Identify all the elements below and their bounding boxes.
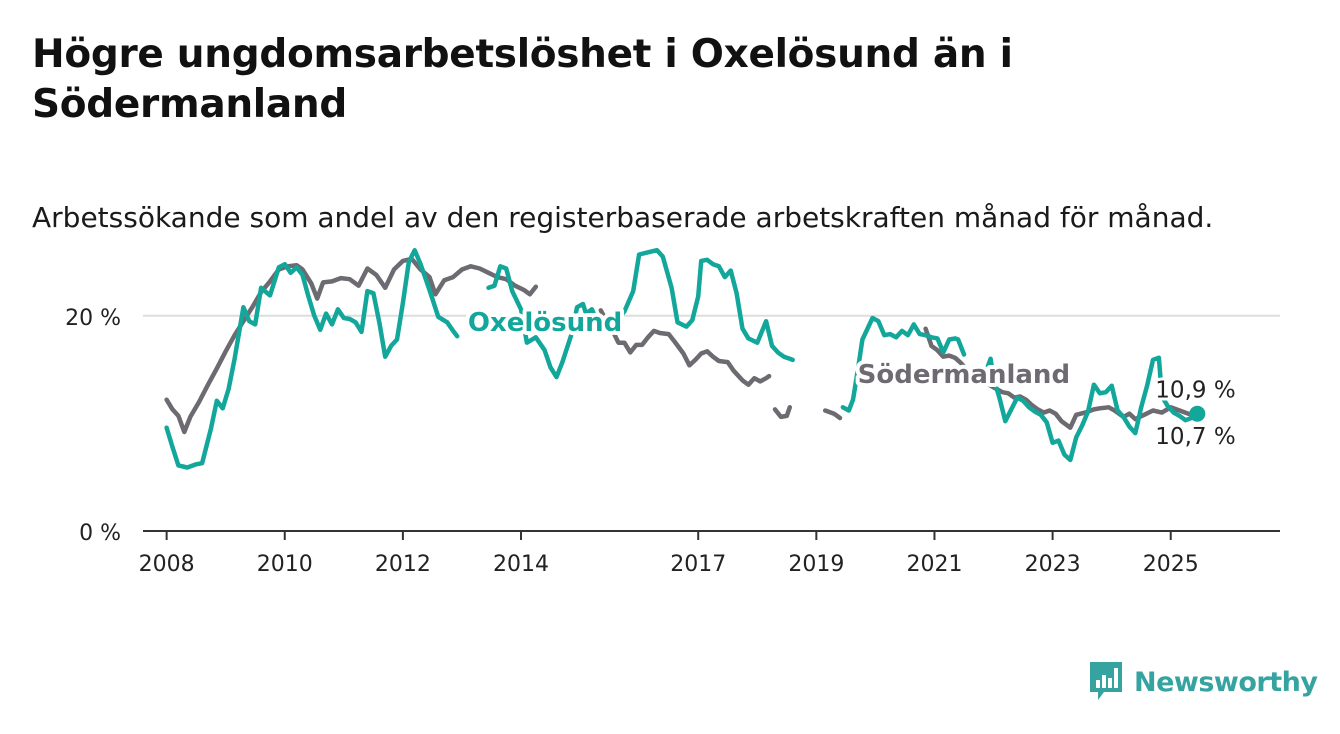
endpoint-dot-oxelosund	[1189, 405, 1206, 422]
series-line-oxelosund	[164, 247, 460, 470]
y-tick-label: 0 %	[79, 521, 121, 546]
x-tick-label: 2021	[906, 552, 962, 577]
newsworthy-bar-icon	[1090, 662, 1122, 700]
series-label: Oxelösund	[468, 308, 622, 338]
brand-name: Newsworthy	[1134, 666, 1318, 698]
series-line-oxelosund	[486, 247, 795, 380]
chart-subtitle: Arbetssökande som andel av den registerb…	[32, 201, 1214, 234]
end-value-label: 10,7 %	[1155, 424, 1235, 450]
x-tick-label: 2014	[493, 552, 549, 577]
x-tick-label: 2025	[1143, 552, 1199, 577]
series-line-oxelosund	[968, 355, 1200, 463]
end-value-label: 10,9 %	[1155, 378, 1235, 404]
newsworthy-logo: Newsworthy	[1088, 660, 1318, 704]
x-tick-label: 2010	[257, 552, 313, 577]
series-line-sodermanland	[598, 308, 772, 387]
x-tick-label: 2008	[139, 552, 195, 577]
series-label: Södermanland	[858, 360, 1070, 390]
series-line-sodermanland	[822, 408, 843, 421]
x-tick-label: 2023	[1025, 552, 1081, 577]
x-tick-label: 2017	[670, 552, 726, 577]
chart-title: Högre ungdomsarbetslöshet i Oxelösund än…	[32, 32, 1013, 127]
series-line-sodermanland	[164, 256, 539, 435]
x-tick-label: 2012	[375, 552, 431, 577]
y-tick-label: 20 %	[65, 306, 121, 331]
series-line-oxelosund	[840, 315, 967, 413]
x-tick-label: 2019	[788, 552, 844, 577]
series-line-sodermanland	[772, 405, 793, 420]
